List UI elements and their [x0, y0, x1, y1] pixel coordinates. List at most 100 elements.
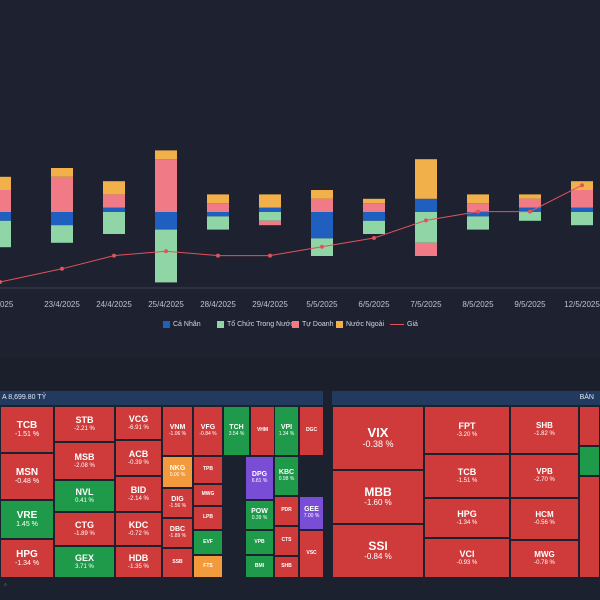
- sell-tile-vci[interactable]: VCI -0.93 %: [424, 538, 510, 578]
- bar-segment-2-3[interactable]: [155, 159, 177, 212]
- price-point-1[interactable]: [60, 266, 64, 271]
- bar-segment-2-10[interactable]: [519, 198, 541, 208]
- bar-segment-0-4[interactable]: [207, 212, 229, 217]
- bar-segment-0-2[interactable]: [103, 207, 125, 212]
- bar-segment-1-5[interactable]: [259, 212, 281, 221]
- bar-segment-2-6[interactable]: [311, 198, 333, 212]
- bar-segment-1-0[interactable]: [0, 220, 11, 248]
- buy-tile-kdc[interactable]: KDC -0.72 %: [115, 512, 162, 546]
- bar-segment-2-11[interactable]: [571, 190, 593, 208]
- bar-segment-2-5[interactable]: [259, 220, 281, 226]
- bar-segment-0-9[interactable]: [467, 212, 489, 217]
- sell-tile-partial[interactable]: [579, 446, 600, 476]
- bar-segment-1-10[interactable]: [519, 212, 541, 221]
- price-point-6[interactable]: [320, 244, 324, 249]
- sell-tile-mwg[interactable]: MWG -0.78 %: [510, 540, 579, 578]
- price-point-4[interactable]: [216, 253, 220, 258]
- buy-tile-vsc[interactable]: VSC: [299, 530, 324, 578]
- bar-segment-2-0[interactable]: [0, 190, 11, 212]
- buy-tile-gex[interactable]: GEX 3.71 %: [54, 546, 115, 578]
- sell-tile-hcm[interactable]: HCM -0.56 %: [510, 498, 579, 540]
- buy-tile-kbc[interactable]: KBC 0.98 %: [274, 456, 299, 496]
- info-icon[interactable]: ◦: [4, 580, 7, 589]
- bar-segment-1-8[interactable]: [415, 212, 437, 243]
- buy-tile-dbc[interactable]: DBC -1.89 %: [162, 518, 193, 548]
- buy-tile-vcg[interactable]: VCG -6.91 %: [115, 406, 162, 440]
- bar-segment-1-2[interactable]: [103, 212, 125, 234]
- buy-tile-msn[interactable]: MSN -0.48 %: [0, 453, 54, 500]
- buy-tile-vpb[interactable]: VPB: [245, 530, 274, 555]
- buy-tile-stb[interactable]: STB -2.21 %: [54, 406, 115, 442]
- price-point-2[interactable]: [112, 253, 116, 258]
- bar-segment-3-4[interactable]: [207, 194, 229, 204]
- bar-segment-0-11[interactable]: [571, 207, 593, 212]
- price-point-11[interactable]: [580, 183, 584, 188]
- sell-tile-fpt[interactable]: FPT -3.20 %: [424, 406, 510, 454]
- price-point-10[interactable]: [528, 209, 532, 214]
- legend-item-nuoc-ngoai[interactable]: Nước Ngoài: [336, 320, 384, 330]
- buy-tile-tch[interactable]: TCH 3.54 %: [223, 406, 250, 456]
- bar-segment-2-9[interactable]: [467, 203, 489, 212]
- buy-tile-bid[interactable]: BID -2.14 %: [115, 476, 162, 512]
- bar-segment-0-6[interactable]: [311, 212, 333, 239]
- buy-tile-nvl[interactable]: NVL 0.41 %: [54, 480, 115, 512]
- price-point-7[interactable]: [372, 236, 376, 240]
- buy-tile-cts[interactable]: CTS: [274, 526, 299, 556]
- buy-tile-fts[interactable]: FTS: [193, 555, 223, 578]
- buy-tile-vpi[interactable]: VPI 1.34 %: [274, 406, 299, 456]
- buy-tile-hdb[interactable]: HDB -1.35 %: [115, 546, 162, 578]
- buy-tile-ssb[interactable]: SSB: [162, 548, 193, 578]
- buy-tile-vhm[interactable]: VHM: [250, 406, 275, 456]
- legend-item-gia[interactable]: Giá: [390, 320, 418, 330]
- buy-tile-evf[interactable]: EVF: [193, 530, 223, 555]
- sell-tile-hpg[interactable]: HPG -1.34 %: [424, 498, 510, 538]
- price-point-5[interactable]: [268, 253, 272, 258]
- bar-segment-1-1[interactable]: [51, 225, 73, 243]
- buy-tile-shb[interactable]: SHB: [274, 556, 299, 578]
- buy-tile-acb[interactable]: ACB -0.39 %: [115, 440, 162, 476]
- buy-tile-bmi[interactable]: BMI: [245, 555, 274, 578]
- bar-segment-0-3[interactable]: [155, 212, 177, 230]
- buy-tile-ctg[interactable]: CTG -1.89 %: [54, 512, 115, 546]
- bar-segment-1-11[interactable]: [571, 212, 593, 226]
- buy-tile-mwg[interactable]: MWG: [193, 484, 223, 506]
- bar-segment-3-10[interactable]: [519, 194, 541, 199]
- bar-segment-0-7[interactable]: [363, 212, 385, 221]
- bar-segment-3-1[interactable]: [51, 168, 73, 177]
- buy-tile-tpb[interactable]: TPB: [193, 456, 223, 484]
- buy-tile-dpg[interactable]: DPG 6.81 %: [245, 456, 274, 500]
- buy-tile-hpg[interactable]: HPG -1.34 %: [0, 539, 54, 578]
- sell-tile-partial[interactable]: [579, 476, 600, 578]
- bar-segment-1-9[interactable]: [467, 216, 489, 230]
- sell-tile-ssi[interactable]: SSI -0.84 %: [332, 524, 424, 578]
- buy-tile-dgc[interactable]: DGC: [299, 406, 324, 456]
- bar-segment-3-3[interactable]: [155, 150, 177, 160]
- bar-segment-1-4[interactable]: [207, 216, 229, 230]
- buy-tile-pow[interactable]: POW 0.39 %: [245, 500, 274, 530]
- sell-tile-vix[interactable]: VIX -0.38 %: [332, 406, 424, 470]
- buy-tile-tcb[interactable]: TCB -1.51 %: [0, 406, 54, 453]
- buy-tile-nkg[interactable]: NKG 0.00 %: [162, 456, 193, 488]
- buy-tile-vnm[interactable]: VNM -1.06 %: [162, 406, 193, 456]
- bar-segment-2-4[interactable]: [207, 203, 229, 212]
- legend-item-tu-doanh[interactable]: Tự Doanh: [292, 320, 334, 330]
- sell-tile-vpb[interactable]: VPB -2.70 %: [510, 454, 579, 498]
- buy-tile-dig[interactable]: DIG -1.56 %: [162, 488, 193, 518]
- bar-segment-3-0[interactable]: [0, 176, 11, 190]
- bar-segment-3-8[interactable]: [415, 159, 437, 199]
- price-point-3[interactable]: [164, 249, 168, 254]
- buy-tile-gee[interactable]: GEE 7.00 %: [299, 496, 324, 530]
- bar-segment-3-6[interactable]: [311, 190, 333, 199]
- bar-segment-1-7[interactable]: [363, 220, 385, 234]
- bar-segment-3-2[interactable]: [103, 181, 125, 195]
- bar-segment-3-7[interactable]: [363, 198, 385, 204]
- buy-tile-lpb[interactable]: LPB: [193, 506, 223, 530]
- buy-tile-vfg[interactable]: VFG -0.84 %: [193, 406, 223, 456]
- bar-segment-0-8[interactable]: [415, 198, 437, 212]
- legend-item-to-chuc[interactable]: Tổ Chức Trong Nước: [217, 320, 294, 330]
- bar-segment-0-0[interactable]: [0, 212, 11, 221]
- bar-segment-2-2[interactable]: [103, 194, 125, 208]
- sell-tile-partial[interactable]: [579, 406, 600, 446]
- price-point-9[interactable]: [476, 209, 480, 214]
- bar-segment-3-9[interactable]: [467, 194, 489, 204]
